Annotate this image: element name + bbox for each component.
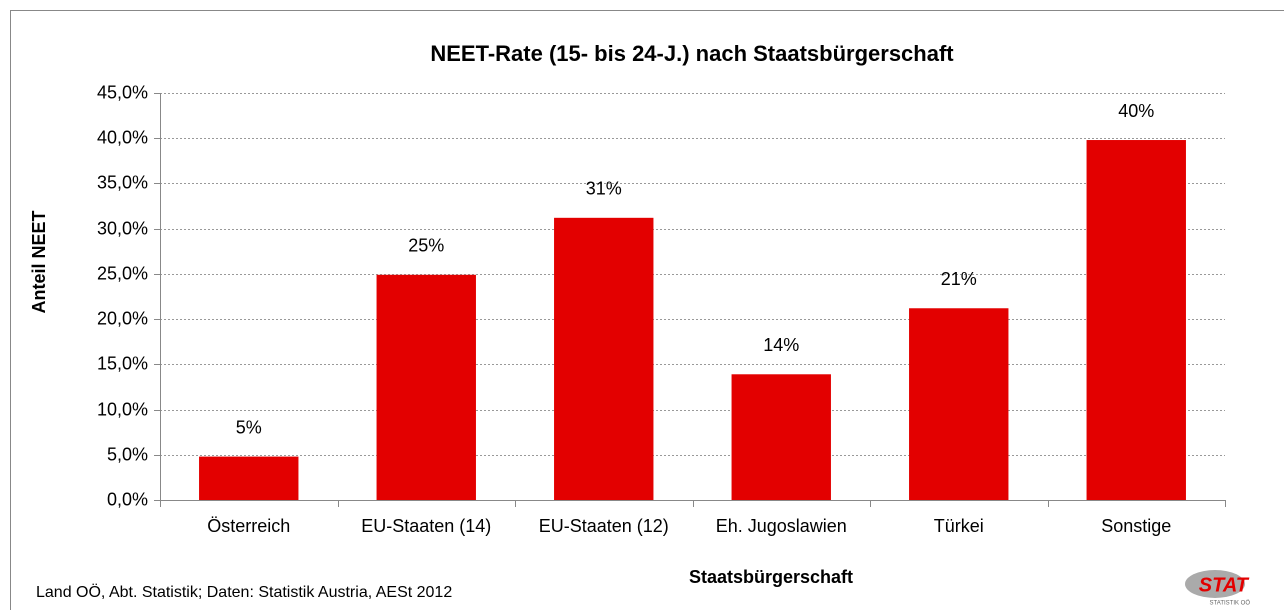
- y-tick-label: 25,0%: [97, 263, 148, 283]
- y-tick-label: 45,0%: [97, 82, 148, 102]
- x-axis-label: Staatsbürgerschaft: [689, 567, 853, 587]
- logo: STAT STATISTIK OÖ: [1185, 570, 1250, 607]
- bar: [909, 308, 1009, 500]
- value-label: 21%: [941, 269, 977, 289]
- bar: [376, 274, 476, 500]
- y-tick-label: 35,0%: [97, 172, 148, 192]
- y-tick-label: 20,0%: [97, 308, 148, 328]
- y-tick-label: 15,0%: [97, 353, 148, 373]
- x-tick-label: Türkei: [934, 516, 984, 536]
- x-tick-label: EU-Staaten (12): [539, 516, 669, 536]
- value-label: 5%: [236, 417, 262, 437]
- x-tick-label: EU-Staaten (14): [361, 516, 491, 536]
- x-tick-label: Österreich: [207, 516, 290, 536]
- value-label: 40%: [1118, 101, 1154, 121]
- logo-text: STAT: [1199, 574, 1250, 596]
- chart-title: NEET-Rate (15- bis 24-J.) nach Staatsbür…: [430, 41, 954, 66]
- value-label: 31%: [586, 179, 622, 199]
- bar: [731, 374, 831, 500]
- y-axis-label: Anteil NEET: [29, 210, 49, 313]
- source-note: Land OÖ, Abt. Statistik; Daten: Statisti…: [36, 583, 452, 601]
- y-tick-label: 5,0%: [107, 444, 148, 464]
- y-tick-label: 0,0%: [107, 489, 148, 509]
- y-tick-label: 10,0%: [97, 399, 148, 419]
- logo-subtext: STATISTIK OÖ: [1210, 600, 1251, 607]
- bar: [554, 217, 654, 500]
- logo-shape: [1185, 570, 1245, 598]
- x-tick-label: Sonstige: [1101, 516, 1171, 536]
- bar: [199, 456, 299, 500]
- y-tick-label: 30,0%: [97, 218, 148, 238]
- value-label: 14%: [763, 335, 799, 355]
- value-label: 25%: [408, 236, 444, 256]
- bar: [1086, 140, 1186, 500]
- chart-frame: [10, 10, 1284, 610]
- y-tick-label: 40,0%: [97, 127, 148, 147]
- x-tick-label: Eh. Jugoslawien: [716, 516, 847, 536]
